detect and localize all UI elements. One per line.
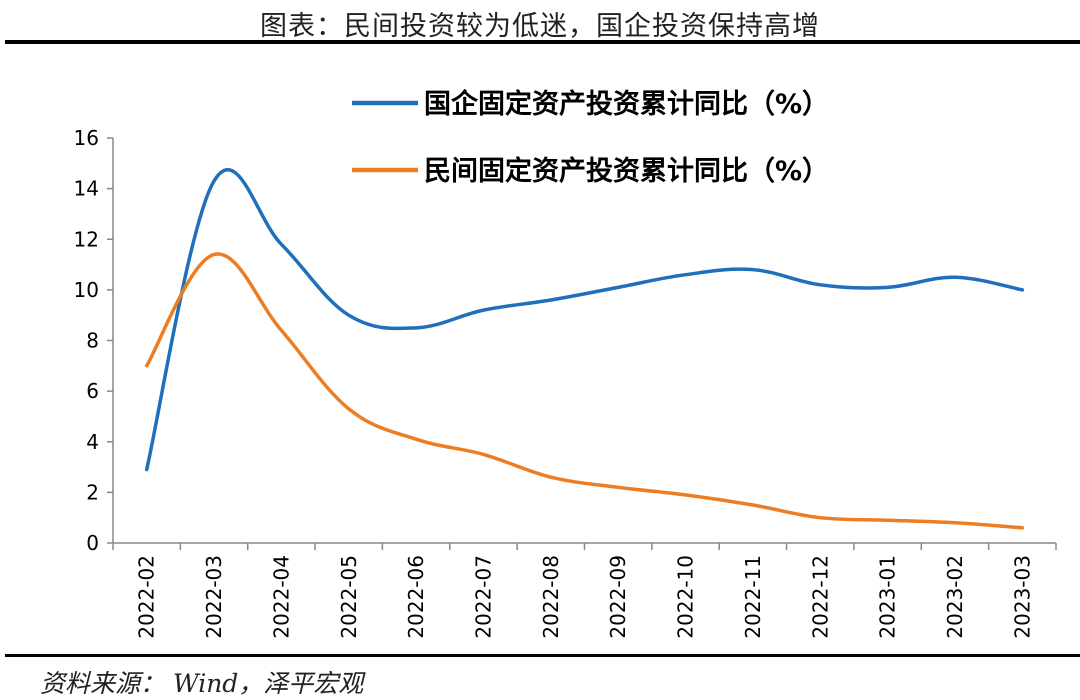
x-tick-label: 2023-02: [943, 555, 967, 639]
y-tick-label: 2: [86, 480, 99, 504]
chart-title: 图表：民间投资较为低迷，国企投资保持高增: [260, 11, 820, 42]
x-tick-label: 2022-07: [471, 555, 495, 639]
x-tick-label: 2022-12: [808, 555, 832, 639]
y-tick-label: 4: [86, 430, 99, 454]
x-tick-label: 2022-04: [269, 555, 293, 639]
y-tick-label: 8: [86, 329, 99, 353]
x-axis: 2022-02 2022-03 2022-04 2022-05 2022-06 2022-…: [112, 542, 1057, 639]
bottom-rule: [5, 654, 1080, 657]
x-tick-label: 2022-02: [135, 555, 159, 639]
legend-label-1: 国企固定资产投资累计同比（%）: [424, 88, 829, 120]
y-tick-label: 12: [74, 227, 99, 251]
x-tick-label: 2022-09: [606, 555, 630, 639]
legend-label-2: 民间固定资产投资累计同比（%）: [424, 155, 829, 187]
x-tick-label: 2023-03: [1010, 555, 1034, 639]
x-tick-label: 2022-08: [539, 555, 563, 639]
x-tick-label: 2022-11: [741, 555, 765, 639]
y-tick-label: 10: [74, 278, 99, 302]
legend: 国企固定资产投资累计同比（%） 民间固定资产投资累计同比（%）: [352, 88, 829, 187]
y-tick-label: 6: [86, 379, 99, 403]
x-tick-label: 2022-06: [404, 555, 428, 639]
y-axis: 0 2 4 6 8 10 12 14 16: [74, 126, 114, 555]
x-tick-label: 2023-01: [876, 555, 900, 639]
series-line-2: [144, 252, 1025, 530]
x-tick-label: 2022-10: [674, 555, 698, 639]
x-tick-label: 2022-03: [202, 555, 226, 639]
top-rule: [5, 40, 1080, 44]
series-line-1: [144, 168, 1025, 472]
y-tick-label: 16: [74, 126, 99, 150]
source-note: 资料来源： Wind，泽平宏观: [40, 669, 364, 698]
series-lines: [144, 168, 1025, 530]
y-tick-label: 0: [86, 531, 99, 555]
y-tick-label: 14: [74, 177, 99, 201]
x-tick-label: 2022-05: [337, 555, 361, 639]
